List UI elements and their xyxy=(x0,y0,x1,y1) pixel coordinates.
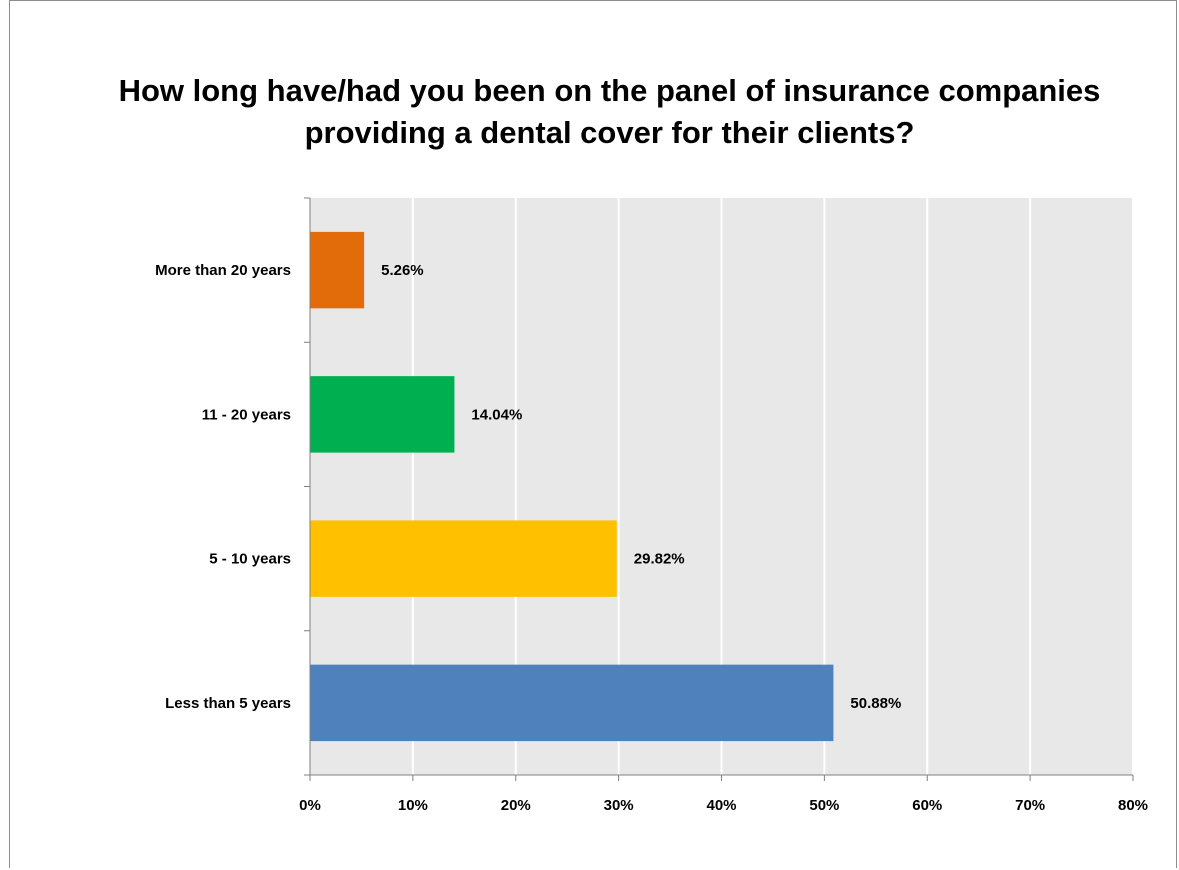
x-tick-label-10: 10% xyxy=(398,797,428,814)
chart-title-line-2: providing a dental cover for their clien… xyxy=(304,115,915,150)
data-label-3: 29.82% xyxy=(634,551,685,568)
data-label-4: 50.88% xyxy=(850,695,901,712)
x-tick-label-70: 70% xyxy=(1015,797,1045,814)
category-label-3: 5 - 10 years xyxy=(209,551,291,568)
x-tick-label-50: 50% xyxy=(809,797,839,814)
x-tick-label-20: 20% xyxy=(501,797,531,814)
category-label-2: 11 - 20 years xyxy=(202,406,291,423)
data-label-2: 14.04% xyxy=(471,406,522,423)
bar-3 xyxy=(310,520,617,597)
data-label-1: 5.26% xyxy=(381,262,424,279)
chart-title-line-1: How long have/had you been on the panel … xyxy=(118,73,1101,108)
x-tick-label-30: 30% xyxy=(604,797,634,814)
x-tick-label-0: 0% xyxy=(299,797,321,814)
chart-frame xyxy=(9,0,1177,868)
bar-4 xyxy=(310,664,834,742)
bar-2 xyxy=(310,376,455,453)
x-tick-label-60: 60% xyxy=(912,797,942,814)
category-label-1: More than 20 years xyxy=(155,262,291,279)
category-label-4: Less than 5 years xyxy=(165,695,291,712)
chart-title: How long have/had you been on the panel … xyxy=(40,70,1179,154)
bar-1 xyxy=(310,231,365,309)
x-tick-label-40: 40% xyxy=(706,797,736,814)
x-tick-label-80: 80% xyxy=(1118,797,1148,814)
